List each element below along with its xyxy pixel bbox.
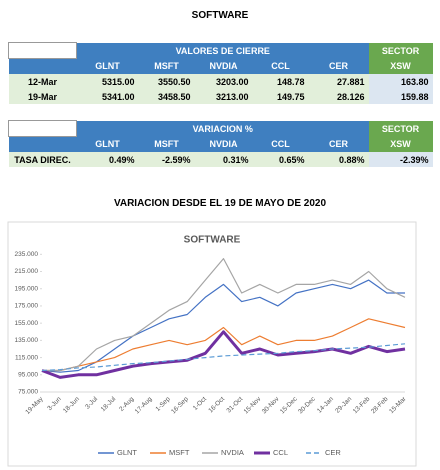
y-tick-label: 155.000 xyxy=(15,320,39,327)
table-cell: SECTOR xyxy=(368,120,433,137)
x-tick-label: 1-Oct xyxy=(192,396,208,412)
x-tick-label: 3-Jun xyxy=(46,395,63,412)
table-cell: NVDIA xyxy=(194,58,253,74)
y-tick-label: 175.000 xyxy=(15,303,39,310)
x-tick-label: 15-Nov xyxy=(243,395,263,415)
table-cell: GLNT xyxy=(76,58,139,74)
table-cell: 19-Mar xyxy=(8,89,77,104)
table-cell: 0.49% xyxy=(76,152,139,167)
y-tick-label: 115.000 xyxy=(15,354,38,361)
series-line xyxy=(41,330,406,379)
table-cell: TASA DIREC. xyxy=(8,152,77,167)
table-cell: 5315.00 xyxy=(76,74,139,89)
series-line xyxy=(42,258,406,372)
legend-label: MSFT xyxy=(169,448,190,457)
x-tick-label: 14-Jan xyxy=(316,395,335,414)
table-cell: NVDIA xyxy=(194,136,253,152)
x-tick-label: 3-Jul xyxy=(84,395,99,410)
table-cell: VALORES DE CIERRE xyxy=(76,42,369,59)
table-cell: CCL xyxy=(252,58,309,74)
table-cell: CCL xyxy=(252,136,309,152)
x-tick-label: 16-Oct xyxy=(207,396,226,415)
x-tick-label: 17-Aug xyxy=(134,395,154,415)
table-cell: CER xyxy=(308,58,369,74)
data-table: VARIACION % SECTOR GLNT MSFT NVDIA CCL CER XSW T… xyxy=(8,120,433,167)
table-cell: -2.39% xyxy=(368,152,433,167)
y-tick-label: 215.000 xyxy=(15,268,39,275)
chart-frame xyxy=(7,221,417,467)
table-cell xyxy=(8,136,77,152)
table-cell: 0.88% xyxy=(308,152,369,167)
legend-label: GLNT xyxy=(117,448,137,457)
x-tick-label: 1-Sep xyxy=(154,395,171,412)
table-cell: MSFT xyxy=(138,58,195,74)
y-tick-label: 235.000 xyxy=(15,251,39,258)
page-title: SOFTWARE xyxy=(191,10,249,21)
series-line xyxy=(41,343,406,372)
x-tick-label: 29-Jan xyxy=(334,395,353,414)
series-line xyxy=(42,318,406,372)
x-tick-label: 31-Oct xyxy=(226,396,245,415)
table-cell: XSW xyxy=(368,136,433,152)
table-cell: VARIACION % xyxy=(76,120,369,137)
x-tick-label: 30-Dec xyxy=(297,395,317,415)
table-cell xyxy=(8,120,77,137)
table-cell: 5341.00 xyxy=(76,89,139,104)
table-cell: 0.31% xyxy=(194,152,253,167)
table-cell: 3213.00 xyxy=(194,89,253,104)
series-line xyxy=(41,279,405,373)
table-cell: 3550.50 xyxy=(138,74,195,89)
x-tick-label: 28-Feb xyxy=(370,395,390,415)
table-cell xyxy=(8,58,77,74)
table-cell: 148.78 xyxy=(252,74,309,89)
x-tick-label: 18-Jul xyxy=(100,395,118,413)
y-tick-label: 135.000 xyxy=(15,337,39,344)
table-cell xyxy=(8,42,77,59)
x-tick-label: 15-Dec xyxy=(279,395,299,415)
chart-heading: VARIACION DESDE EL 19 DE MAYO DE 2020 xyxy=(113,198,327,209)
table-cell: 12-Mar xyxy=(8,74,77,89)
y-tick-label: 195.000 xyxy=(15,285,39,292)
table-cell: 0.65% xyxy=(252,152,309,167)
table-cell: 3458.50 xyxy=(138,89,195,104)
table-cell: 3203.00 xyxy=(194,74,253,89)
data-table: VALORES DE CIERRE SECTOR GLNT MSFT NVDIA CCL C… xyxy=(8,42,433,104)
x-tick-label: 19-May xyxy=(24,395,45,416)
chart-title: SOFTWARE xyxy=(184,235,241,246)
legend-label: NVDIA xyxy=(221,448,244,457)
x-tick-label: 16-Sep xyxy=(170,395,190,415)
x-tick-label: 13-Feb xyxy=(352,395,372,415)
table-cell: MSFT xyxy=(138,136,195,152)
table-cell: 149.75 xyxy=(252,89,309,104)
legend-label: CCL xyxy=(273,448,288,457)
x-tick-label: 15-Mar xyxy=(388,395,408,415)
table-cell: 28.126 xyxy=(308,89,369,104)
table-cell: XSW xyxy=(368,58,433,74)
y-tick-label: 75.000 xyxy=(18,389,38,396)
x-tick-label: 2-Aug xyxy=(118,395,135,412)
table-cell: 27.881 xyxy=(308,74,369,89)
table-cell: GLNT xyxy=(76,136,139,152)
legend-label: CER xyxy=(325,448,341,457)
y-tick-label: 95.000 xyxy=(18,372,38,379)
table-cell: 163.80 xyxy=(368,74,433,89)
table-cell: CER xyxy=(308,136,369,152)
table-cell: 159.88 xyxy=(368,89,433,104)
table-cell: -2.59% xyxy=(138,152,195,167)
x-tick-label: 30-Nov xyxy=(261,395,281,415)
table-cell: SECTOR xyxy=(368,42,433,59)
x-tick-label: 18-Jun xyxy=(62,395,81,414)
